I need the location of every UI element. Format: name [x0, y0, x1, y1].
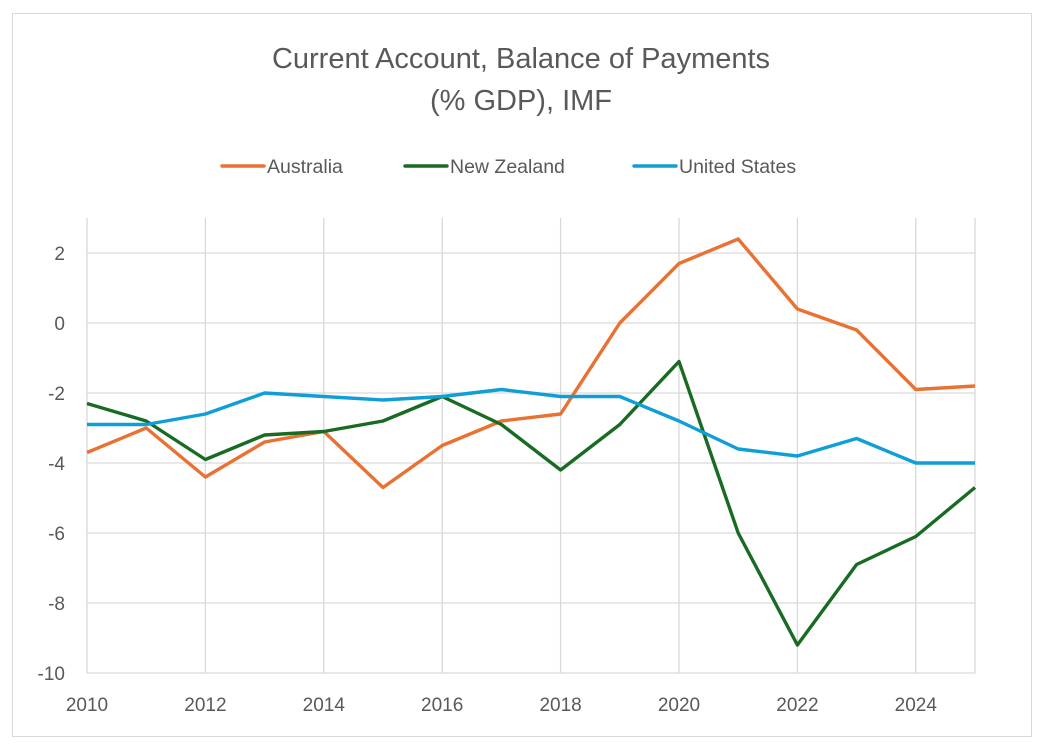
x-tick-label: 2010	[66, 695, 108, 716]
y-tick-label: -4	[48, 454, 65, 475]
series-line-new-zealand	[86, 359, 977, 647]
x-tick-label: 2024	[895, 695, 938, 716]
x-tick-label: 2020	[658, 695, 700, 716]
legend-item: Australia	[220, 156, 343, 178]
y-tick-label: -8	[48, 594, 65, 615]
legend-label: United States	[679, 156, 796, 178]
chart-frame	[12, 13, 1032, 737]
series-line-united-states	[87, 387, 975, 465]
chart-title-line-2: (% GDP), IMF	[430, 85, 612, 117]
legend-item: New Zealand	[403, 156, 565, 178]
y-tick-label: -6	[48, 524, 65, 545]
x-axis-ticks: 2010 2012 2014 2016 2018 2020 2022 2024	[66, 695, 938, 716]
legend-label: Australia	[267, 156, 343, 178]
x-tick-label: 2014	[303, 695, 346, 716]
x-tick-label: 2016	[421, 695, 463, 716]
y-tick-label: -2	[48, 384, 65, 405]
series-line-australia	[86, 237, 976, 490]
x-tick-label: 2022	[776, 695, 818, 716]
chart-title-line-1: Current Account, Balance of Payments	[272, 43, 770, 75]
y-tick-label: 2	[54, 244, 65, 265]
legend: Australia New Zealand United States	[220, 156, 796, 178]
y-tick-label: -10	[38, 664, 65, 685]
y-tick-label: 0	[54, 314, 65, 335]
x-tick-label: 2012	[184, 695, 226, 716]
legend-label: New Zealand	[450, 156, 565, 178]
x-tick-label: 2018	[539, 695, 581, 716]
legend-item: United States	[632, 156, 796, 178]
y-axis-ticks: 2 0 -2 -4 -6 -8 -10	[38, 244, 66, 685]
series-lines	[86, 237, 977, 647]
